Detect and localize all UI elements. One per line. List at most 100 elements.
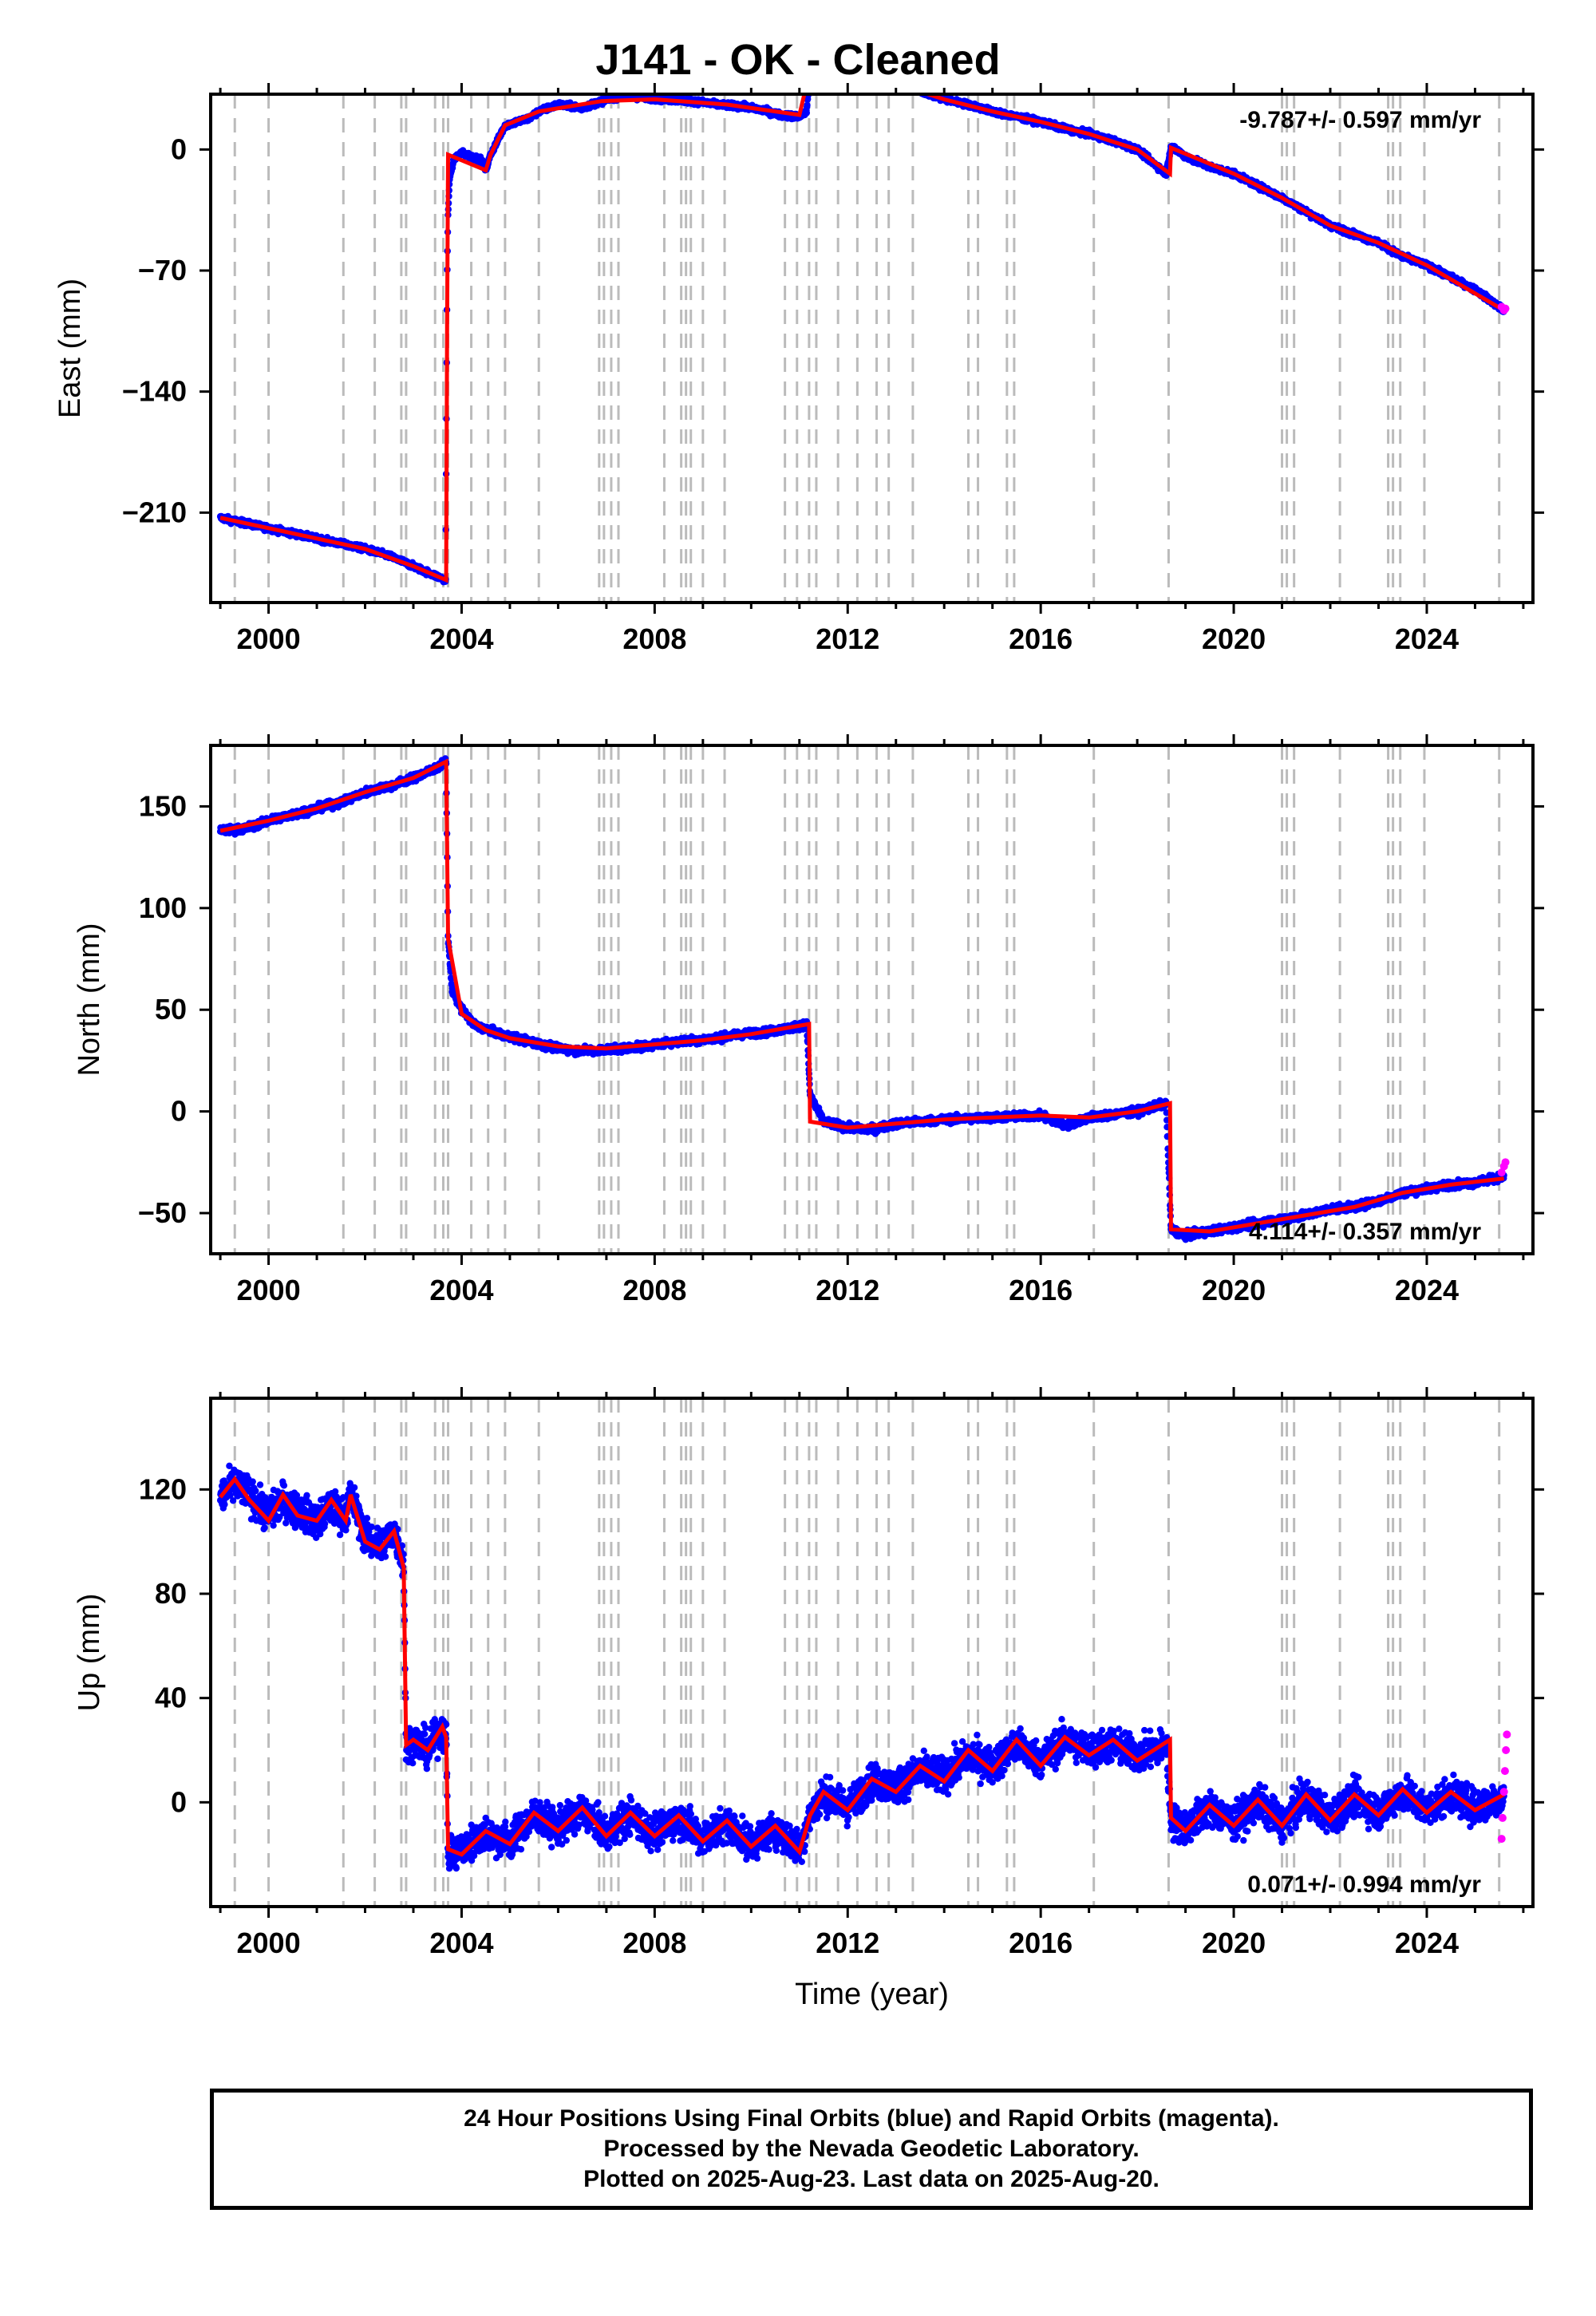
data-point (884, 81, 891, 87)
data-point (810, 67, 816, 73)
data-point (807, 66, 813, 73)
data-point (901, 82, 907, 89)
data-point (863, 73, 870, 80)
data-point (836, 69, 842, 76)
data-point (850, 73, 856, 79)
data-point (869, 77, 875, 84)
data-point (848, 73, 855, 79)
data-point (824, 71, 830, 77)
data-point (839, 69, 846, 76)
data-point (806, 79, 812, 85)
data-point (909, 83, 915, 89)
data-point (871, 77, 877, 83)
data-point (808, 65, 814, 71)
data-point (882, 81, 888, 88)
x-tick-label: 2000 (237, 622, 301, 655)
data-point (872, 76, 879, 82)
data-point (871, 75, 878, 81)
data-point (849, 73, 855, 80)
panel-1: 2000 2004 2008 2012 2016 2020 20240−70−140−210… (53, 63, 1544, 655)
data-point (861, 73, 867, 80)
data-point (872, 77, 879, 83)
data-point (861, 73, 867, 80)
data-point (907, 84, 913, 90)
data-point (853, 73, 859, 80)
data-point (897, 79, 903, 85)
data-point (835, 70, 841, 77)
data-point (846, 70, 852, 77)
data-point (887, 80, 893, 86)
data-point (838, 72, 844, 78)
data-point (838, 70, 844, 77)
data-point (848, 71, 855, 77)
data-point (870, 76, 876, 82)
data-point (848, 69, 855, 75)
data-point (885, 80, 891, 86)
data-point (812, 66, 819, 73)
data-point (873, 74, 879, 81)
data-point (851, 73, 858, 79)
data-point (903, 83, 909, 89)
data-point (891, 79, 897, 85)
data-point (882, 78, 888, 85)
data-point (917, 87, 923, 93)
data-point (882, 79, 888, 85)
data-point (869, 75, 875, 81)
data-point (886, 80, 892, 86)
data-point (813, 66, 820, 73)
data-point (867, 75, 874, 81)
data-point (845, 74, 851, 81)
data-point (819, 69, 825, 76)
data-point (809, 64, 816, 70)
data-point (857, 73, 863, 80)
data-point (828, 70, 834, 77)
data-point (905, 83, 911, 89)
data-point (871, 76, 878, 82)
data-point (870, 74, 876, 81)
data-point (903, 84, 910, 90)
data-point (852, 73, 859, 79)
data-point (898, 81, 904, 88)
data-point (895, 81, 902, 87)
data-point (879, 79, 886, 85)
data-point (823, 66, 829, 73)
data-point (875, 79, 881, 85)
data-point (899, 83, 905, 89)
data-point (832, 71, 838, 77)
data-point (898, 80, 904, 86)
data-point (862, 73, 868, 79)
data-point (883, 80, 890, 86)
data-point (852, 73, 859, 80)
data-point (833, 69, 839, 76)
event-lines (233, 745, 1501, 1254)
data-point (834, 72, 840, 78)
data-point (910, 86, 916, 93)
data-point (811, 65, 817, 72)
data-point (832, 69, 839, 76)
data-point (855, 74, 861, 81)
data-point (863, 77, 869, 83)
data-point (914, 85, 920, 91)
data-point (837, 71, 843, 77)
data-point (836, 69, 842, 76)
data-point (854, 73, 860, 79)
data-point (915, 85, 922, 92)
data-point (808, 63, 815, 69)
data-point (918, 85, 924, 92)
data-point (827, 70, 833, 77)
data-point (819, 67, 825, 73)
data-point (814, 67, 820, 73)
data-point (905, 84, 911, 90)
data-point (905, 84, 911, 90)
data-point (866, 75, 872, 81)
data-point (859, 75, 866, 81)
data-point (812, 68, 818, 74)
data-point (838, 72, 844, 78)
data-point (899, 81, 906, 87)
data-point (880, 80, 887, 86)
data-point (832, 72, 839, 78)
data-point (899, 81, 906, 87)
data-point (837, 69, 843, 76)
data-point (843, 71, 850, 77)
